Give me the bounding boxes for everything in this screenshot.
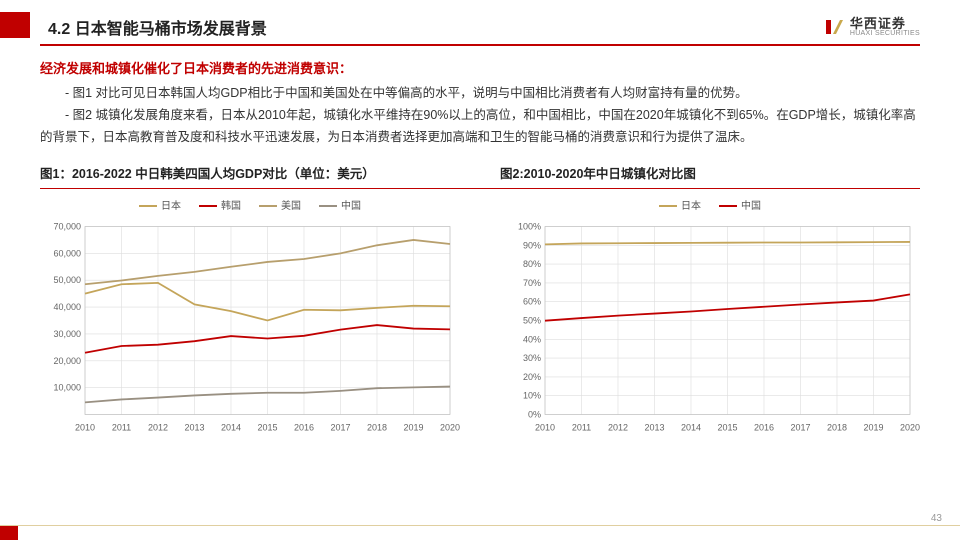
svg-text:2014: 2014 [681,422,701,432]
svg-text:2020: 2020 [440,422,460,432]
page-number: 43 [931,513,942,524]
content-area: 经济发展和城镇化催化了日本消费者的先进消费意识： - 图1 对比可见日本韩国人均… [40,58,920,449]
svg-text:2019: 2019 [403,422,423,432]
svg-text:2013: 2013 [644,422,664,432]
svg-text:70%: 70% [523,278,541,288]
svg-text:2011: 2011 [112,422,131,432]
paragraph-2: - 图2 城镇化发展角度来看，日本从2010年起，城镇化水平维持在90%以上的高… [40,105,920,149]
svg-text:20%: 20% [523,372,541,382]
svg-text:2011: 2011 [572,422,591,432]
svg-text:2010: 2010 [75,422,95,432]
svg-text:40%: 40% [523,334,541,344]
svg-text:2017: 2017 [790,422,810,432]
chart2-svg: 0% 10% 20% 30% 40% 50% 60% 70% 80% 90% 100% 2010 201… [500,214,920,444]
chart2-legend: 日本中国 [500,197,920,212]
svg-text:2012: 2012 [608,422,628,432]
footer-accent-block [0,526,18,540]
header-row: 4.2 日本智能马桶市场发展背景 华西证券 HUAXI SECURITIES [48,12,920,42]
svg-text:30%: 30% [523,353,541,363]
svg-text:40,000: 40,000 [53,302,81,312]
svg-text:70,000: 70,000 [53,221,81,231]
company-logo: 华西证券 HUAXI SECURITIES [824,17,920,38]
header-accent-block [0,12,30,38]
svg-text:60%: 60% [523,296,541,306]
svg-text:2018: 2018 [367,422,387,432]
svg-text:2016: 2016 [294,422,314,432]
svg-text:30,000: 30,000 [53,329,81,339]
svg-text:100%: 100% [518,221,541,231]
logo-text-cn: 华西证券 [850,17,920,31]
chart1-svg: 10,000 20,000 30,000 40,000 50,000 60,000 70,0… [40,214,460,444]
svg-text:10,000: 10,000 [53,382,81,392]
svg-text:2020: 2020 [900,422,920,432]
chart1-box: 日本韩国美国中国 10,000 20,000 30,000 40,000 50,000 6… [40,197,460,449]
svg-text:2018: 2018 [827,422,847,432]
logo-text-en: HUAXI SECURITIES [850,30,920,37]
svg-text:2012: 2012 [148,422,168,432]
svg-text:2016: 2016 [754,422,774,432]
logo-mark-icon [824,17,844,37]
chart-title-row: 图1：2016-2022 中日韩美四国人均GDP对比（单位：美元） 图2:201… [40,163,920,182]
chart1-title: 图1：2016-2022 中日韩美四国人均GDP对比（单位：美元） [40,163,460,182]
chart-rule [40,188,920,189]
chart2-title: 图2:2010-2020年中日城镇化对比图 [500,163,920,182]
lead-sentence: 经济发展和城镇化催化了日本消费者的先进消费意识： [40,58,920,77]
svg-text:50,000: 50,000 [53,275,81,285]
section-title: 4.2 日本智能马桶市场发展背景 [48,15,267,39]
svg-text:80%: 80% [523,259,541,269]
svg-text:2015: 2015 [717,422,737,432]
svg-text:50%: 50% [523,315,541,325]
svg-text:2017: 2017 [330,422,350,432]
header-rule [40,44,920,46]
charts-row: 日本韩国美国中国 10,000 20,000 30,000 40,000 50,000 6… [40,197,920,449]
chart2-box: 日本中国 0% 10% 20% 30% 40% 50% 60% 70% 80% 90% 100% 20… [500,197,920,449]
svg-text:10%: 10% [523,390,541,400]
svg-text:0%: 0% [528,409,541,419]
footer-line [0,525,960,526]
chart1-legend: 日本韩国美国中国 [40,197,460,212]
svg-text:20,000: 20,000 [53,355,81,365]
svg-text:60,000: 60,000 [53,248,81,258]
svg-text:2013: 2013 [184,422,204,432]
svg-text:2019: 2019 [863,422,883,432]
svg-text:2015: 2015 [257,422,277,432]
paragraph-1: - 图1 对比可见日本韩国人均GDP相比于中国和美国处在中等偏高的水平，说明与中… [40,83,920,105]
svg-text:90%: 90% [523,240,541,250]
svg-text:2010: 2010 [535,422,555,432]
svg-text:2014: 2014 [221,422,241,432]
